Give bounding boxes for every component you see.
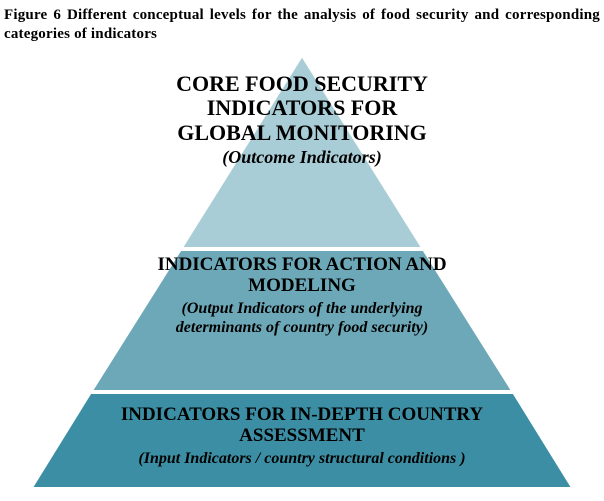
pyramid-tier-middle-shape [90,249,514,392]
figure-caption: Figure 6 Different conceptual levels for… [0,0,604,44]
pyramid-tier-bottom-shape [30,392,574,489]
pyramid-svg [0,44,604,499]
pyramid-tier-top-shape [180,54,424,249]
pyramid-figure: CORE FOOD SECURITY INDICATORS FOR GLOBAL… [0,44,604,499]
